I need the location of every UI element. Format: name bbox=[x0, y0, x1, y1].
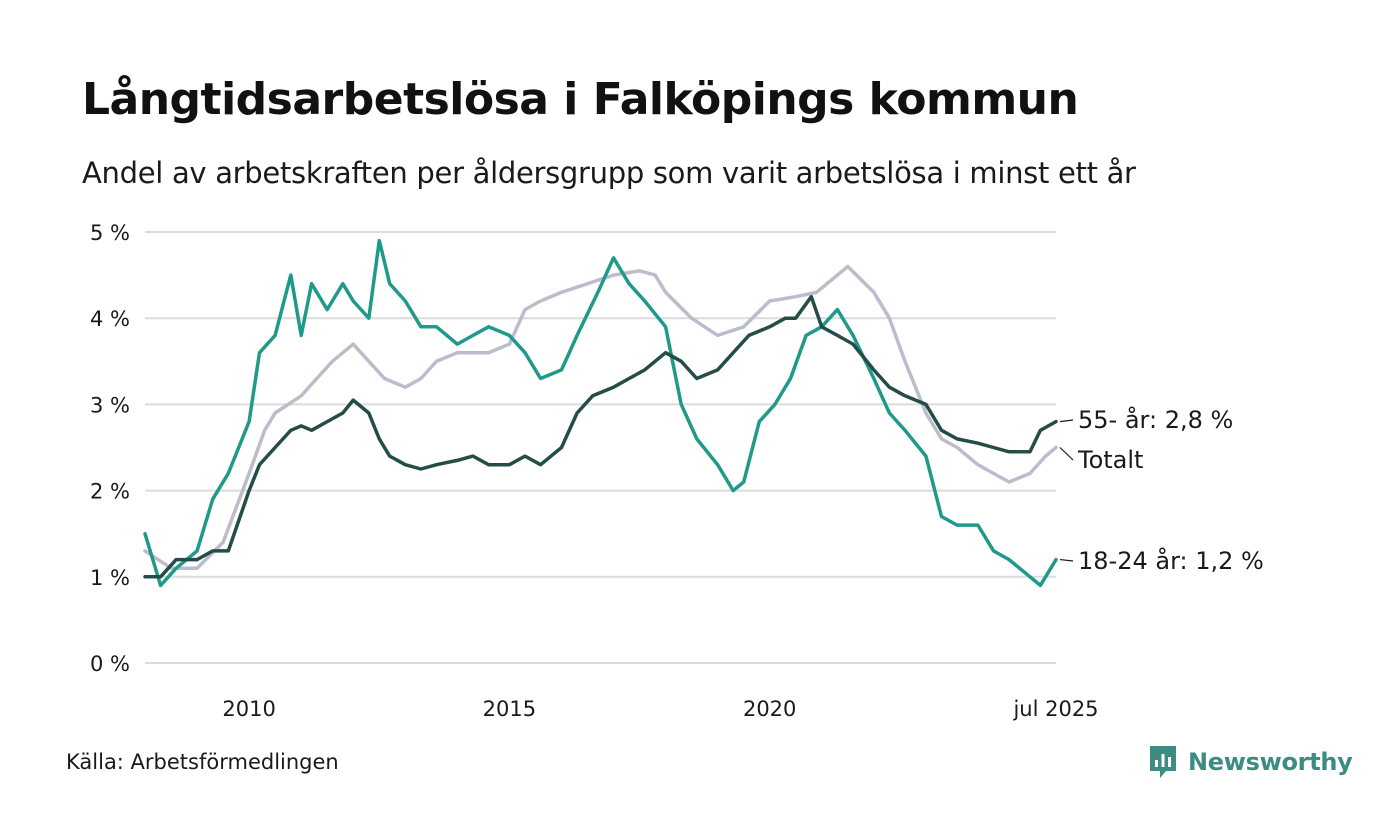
chart-subtitle: Andel av arbetskraften per åldersgrupp s… bbox=[82, 156, 1136, 190]
x-tick-label: jul 2025 bbox=[1012, 697, 1098, 721]
series-line bbox=[143, 238, 1058, 588]
chart-title: Långtidsarbetslösa i Falköpings kommun bbox=[82, 74, 1079, 125]
y-tick-label: 4 % bbox=[90, 307, 130, 331]
y-axis-ticks: 0 % 1 % 2 % 3 % 4 % 5 % bbox=[90, 221, 130, 676]
newsworthy-logo: Newsworthy bbox=[1148, 742, 1353, 782]
series-end-label: 18-24 år: 1,2 % bbox=[1078, 546, 1264, 575]
x-tick-label: 2015 bbox=[483, 697, 536, 721]
source-note: Källa: Arbetsförmedlingen bbox=[66, 750, 339, 774]
x-axis-ticks: 2010 2015 2020 jul 2025 bbox=[222, 697, 1098, 721]
y-tick-label: 2 % bbox=[90, 480, 130, 504]
series-end-label: Totalt bbox=[1077, 446, 1143, 474]
series-line bbox=[143, 294, 1058, 579]
label-leader bbox=[1059, 447, 1074, 461]
series-end-label: 55- år: 2,8 % bbox=[1078, 405, 1233, 434]
y-tick-label: 3 % bbox=[90, 393, 130, 417]
label-leader bbox=[1059, 419, 1074, 423]
label-leader bbox=[1059, 558, 1074, 562]
x-tick-label: 2010 bbox=[222, 697, 275, 721]
series-lines bbox=[143, 238, 1058, 588]
y-tick-label: 5 % bbox=[90, 221, 130, 245]
bar-chart-icon bbox=[1150, 746, 1176, 778]
x-tick-label: 2020 bbox=[743, 697, 796, 721]
series-line bbox=[143, 264, 1058, 570]
brand-name: Newsworthy bbox=[1188, 748, 1353, 776]
y-tick-label: 0 % bbox=[90, 652, 130, 676]
y-tick-label: 1 % bbox=[90, 566, 130, 590]
series-labels: Totalt 18-24 år: 1,2 % 55- år: 2,8 % bbox=[1059, 405, 1264, 575]
